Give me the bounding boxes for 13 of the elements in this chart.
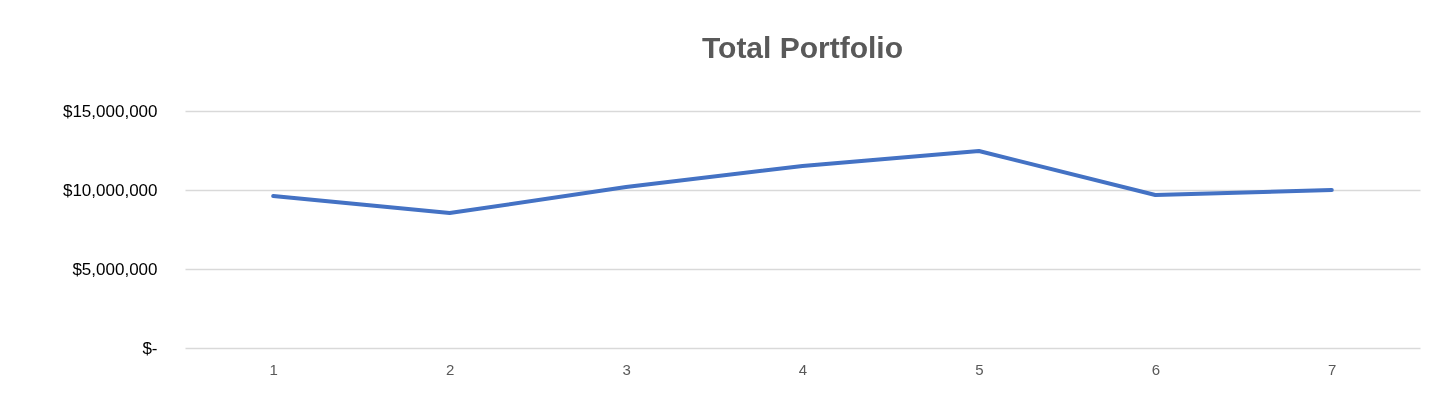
x-tick-label: 4 [798,360,808,378]
x-tick-label: 3 [622,360,631,378]
x-tick-label: 7 [1328,360,1337,378]
x-tick-label: 6 [1151,360,1161,378]
x-tick-label: 5 [975,360,984,378]
y-tick-label: $10,000,000 [62,180,158,200]
y-tick-label: $15,000,000 [62,101,158,121]
line-series [271,148,1334,216]
x-tick-label: 2 [445,360,455,378]
x-tick-label: 1 [269,360,278,378]
y-tick-label: $- [142,338,158,358]
chart-title: Total Portfolio [701,31,904,64]
y-tick-label: $5,000,000 [72,259,158,279]
